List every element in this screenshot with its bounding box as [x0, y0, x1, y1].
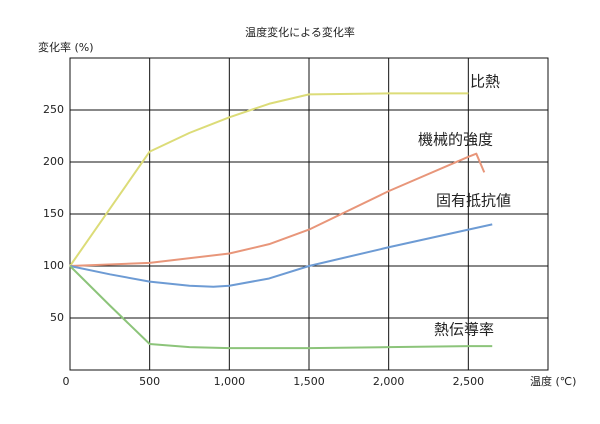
- series-label: 機械的強度: [418, 131, 493, 149]
- series-line: [69, 265, 493, 350]
- chart-title: 温度変化による変化率: [245, 25, 355, 39]
- series-label: 固有抵抗値: [436, 192, 511, 210]
- x-tick-label: 0: [63, 375, 70, 388]
- series-label: 比熱: [470, 73, 500, 91]
- x-tick-label: 2,000: [373, 375, 405, 388]
- y-tick-label: 50: [50, 311, 64, 324]
- y-axis-label: 変化率 (%): [38, 40, 94, 54]
- x-tick-label: 1,500: [293, 375, 325, 388]
- series-label: 熱伝導率: [434, 321, 494, 339]
- x-axis-label: 温度 (℃): [530, 374, 576, 388]
- y-tick-label: 250: [43, 103, 64, 116]
- y-tick-label: 100: [43, 259, 64, 272]
- x-tick-label: 500: [139, 375, 160, 388]
- x-tick-label: 1,000: [214, 375, 246, 388]
- x-tick-label: 2,500: [453, 375, 485, 388]
- y-tick-label: 200: [43, 155, 64, 168]
- series-line: [69, 152, 486, 267]
- y-tick-label: 150: [43, 207, 64, 220]
- series-line: [69, 223, 493, 288]
- series-line: [69, 92, 469, 267]
